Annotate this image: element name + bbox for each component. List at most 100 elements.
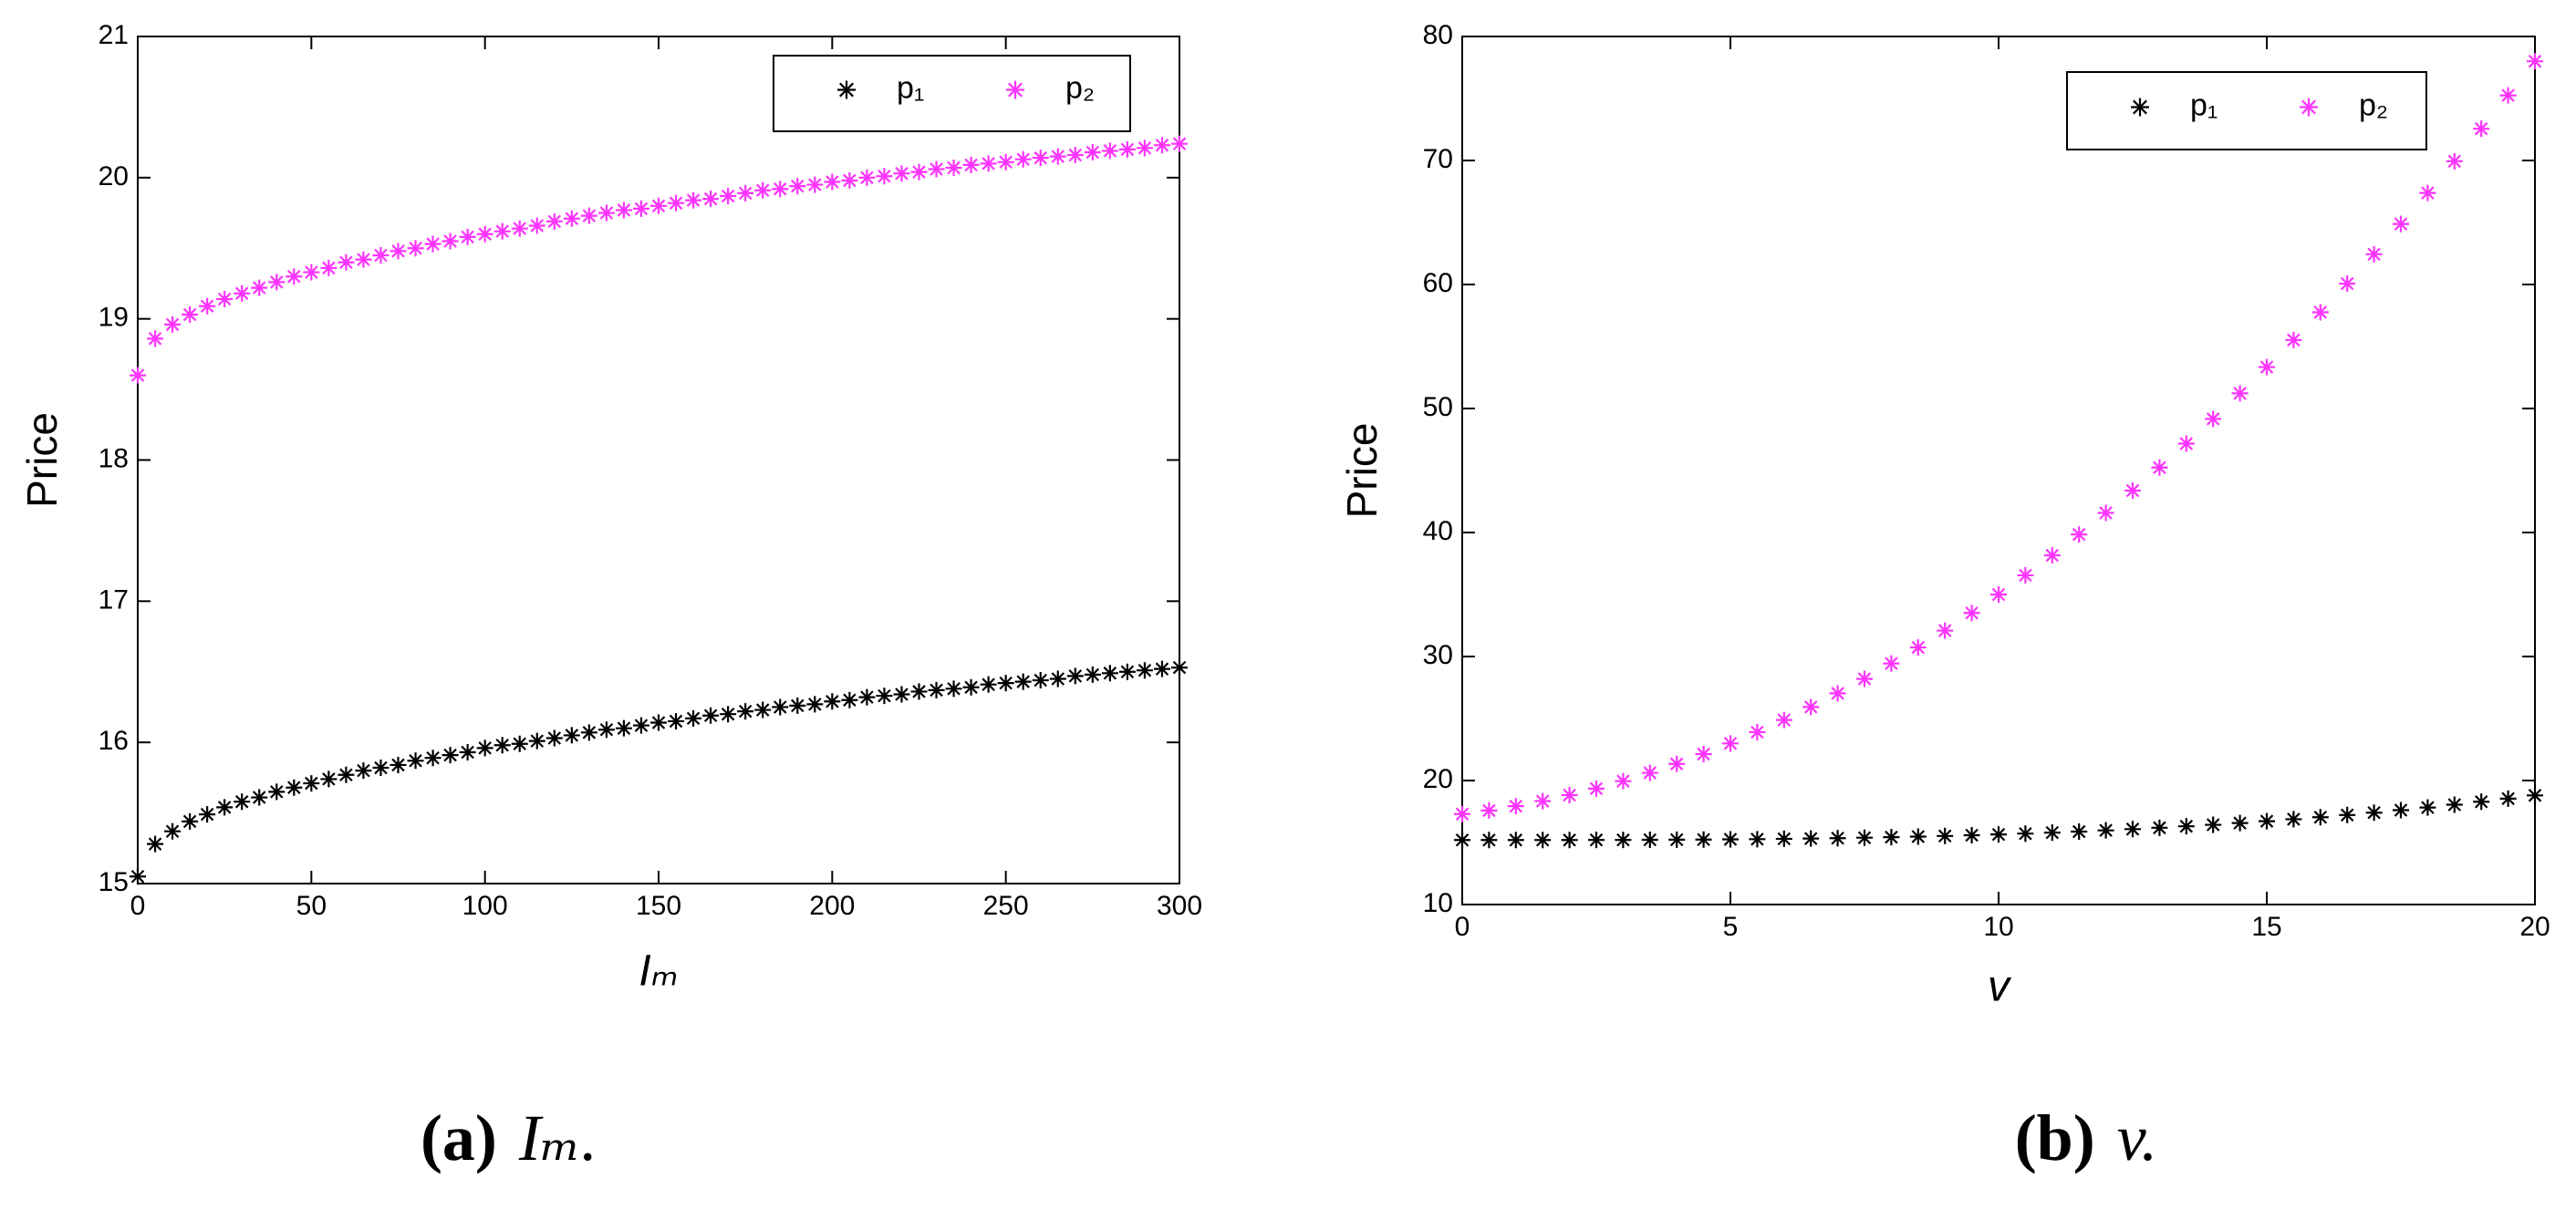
data-point <box>1032 672 1049 689</box>
x-tick-label: 0 <box>130 891 146 921</box>
caption-label: (a) <box>421 1101 497 1174</box>
data-point <box>841 691 858 708</box>
data-point <box>2419 184 2436 202</box>
data-point <box>2473 793 2490 811</box>
data-point <box>1171 659 1188 677</box>
data-point <box>806 696 824 713</box>
data-point <box>147 835 164 853</box>
y-tick-label: 30 <box>1423 640 1453 670</box>
data-point <box>2071 526 2088 543</box>
data-point <box>372 760 390 777</box>
y-tick-label: 19 <box>99 303 129 333</box>
y-tick-label: 40 <box>1423 516 1453 546</box>
data-point <box>615 202 632 219</box>
data-point <box>2043 824 2061 842</box>
data-point <box>1454 832 1470 849</box>
data-point <box>2365 804 2383 822</box>
data-point <box>772 181 789 198</box>
data-point <box>2499 790 2517 807</box>
data-point <box>668 712 685 729</box>
data-point <box>754 181 772 199</box>
data-point <box>2527 53 2543 70</box>
y-tick-label: 10 <box>1423 888 1453 918</box>
data-point <box>2365 245 2383 263</box>
legend-label: p₁ <box>897 70 924 105</box>
data-point <box>338 766 355 783</box>
data-point <box>1561 832 1578 849</box>
data-point <box>1749 831 1766 848</box>
data-point <box>216 799 234 816</box>
x-tick-label: 250 <box>983 891 1029 921</box>
data-point <box>1454 805 1470 822</box>
data-point <box>597 204 615 222</box>
data-point <box>2017 825 2034 843</box>
data-point <box>459 228 476 245</box>
x-tick-label: 100 <box>462 891 508 921</box>
data-point <box>2311 809 2329 826</box>
data-point <box>1049 670 1066 688</box>
y-tick-label: 70 <box>1423 144 1453 174</box>
data-point <box>528 217 545 234</box>
data-point <box>390 243 407 260</box>
data-point <box>1101 665 1118 682</box>
data-point <box>164 315 182 333</box>
x-tick-label: 150 <box>636 891 681 921</box>
data-point <box>1136 140 1153 157</box>
data-point <box>1722 831 1739 848</box>
data-point <box>528 732 545 750</box>
data-point <box>1480 801 1498 819</box>
data-point <box>2097 504 2114 522</box>
data-point <box>1507 832 1524 849</box>
data-point <box>2311 304 2329 321</box>
data-point <box>1049 148 1066 165</box>
data-point <box>1101 142 1118 160</box>
data-point <box>910 683 928 700</box>
y-tick-label: 21 <box>99 20 129 50</box>
data-point <box>2151 459 2168 476</box>
data-point <box>945 680 962 698</box>
y-tick-label: 20 <box>99 161 129 191</box>
data-point <box>962 156 980 173</box>
data-point <box>303 775 320 792</box>
x-tick-label: 15 <box>2251 912 2281 942</box>
data-point <box>1668 831 1686 848</box>
data-point <box>772 698 789 716</box>
data-point <box>685 709 702 727</box>
data-point <box>841 171 858 189</box>
data-point <box>251 279 268 296</box>
data-point <box>2473 120 2490 138</box>
data-point <box>2259 358 2275 376</box>
data-point <box>2124 482 2141 500</box>
data-point <box>2499 87 2517 104</box>
data-point <box>545 729 563 747</box>
data-point <box>1829 830 1846 847</box>
data-point <box>720 706 737 723</box>
y-axis-label: Price <box>18 412 66 508</box>
data-point <box>286 779 303 796</box>
data-point <box>1153 137 1170 154</box>
data-point <box>2043 547 2061 564</box>
data-point <box>2071 823 2088 841</box>
data-point <box>2446 152 2463 170</box>
data-point <box>320 770 338 788</box>
data-point <box>858 688 876 706</box>
data-point <box>493 222 511 240</box>
data-point <box>737 184 754 202</box>
data-point <box>1615 772 1632 790</box>
x-tick-label: 200 <box>809 891 855 921</box>
data-point <box>650 714 667 731</box>
data-point <box>1937 827 1954 844</box>
data-point <box>407 752 424 770</box>
data-point <box>789 178 806 195</box>
data-point <box>1937 622 1954 639</box>
data-point <box>893 165 910 182</box>
data-point <box>2177 818 2195 835</box>
data-point <box>1588 832 1605 849</box>
data-point <box>164 822 182 840</box>
data-point <box>2393 215 2409 233</box>
data-point <box>251 789 268 806</box>
data-point <box>632 717 649 734</box>
data-point <box>459 744 476 761</box>
x-tick-label: 20 <box>2519 912 2550 942</box>
y-tick-label: 18 <box>99 443 129 473</box>
